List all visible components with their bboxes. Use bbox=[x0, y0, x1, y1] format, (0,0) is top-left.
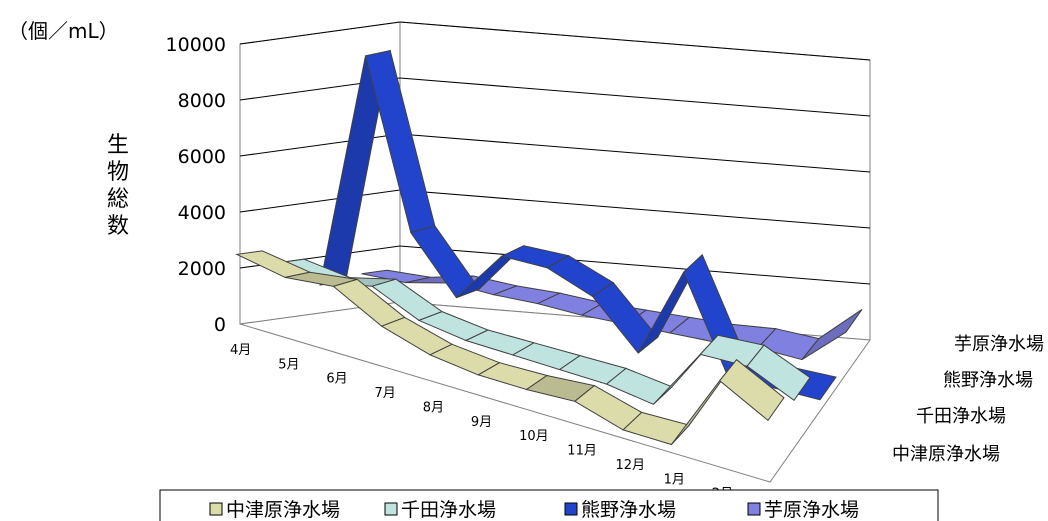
series-ribbon bbox=[235, 250, 785, 446]
legend: 中津原浄水場 千田浄水場 熊野浄水場 芋原浄水場 bbox=[159, 489, 939, 521]
gridline-side bbox=[399, 77, 871, 117]
series-axis-labels: 中津原浄水場 千田浄水場 熊野浄水場 芋原浄水場 bbox=[892, 334, 1044, 465]
legend-box bbox=[159, 489, 939, 521]
legend-label: 千田浄水場 bbox=[401, 499, 496, 521]
gridline-side bbox=[399, 21, 871, 61]
x-tick-label: 10月 bbox=[519, 429, 549, 444]
y-tick-labels: 0 2000 4000 6000 8000 10000 bbox=[166, 34, 226, 336]
series-axis-label: 熊野浄水場 bbox=[943, 370, 1033, 391]
legend-swatch bbox=[564, 502, 578, 516]
ribbon-segment bbox=[719, 358, 785, 422]
y-axis-label-char: 物 bbox=[107, 160, 129, 185]
gridline-side bbox=[399, 189, 871, 229]
y-axis-label-char: 総 bbox=[107, 187, 129, 212]
series-ribbon bbox=[276, 258, 811, 405]
x-tick-label: 1月 bbox=[664, 472, 685, 487]
series-ribbons bbox=[235, 49, 863, 446]
gridline-side bbox=[399, 245, 871, 285]
x-tick-label: 4月 bbox=[230, 343, 251, 358]
y-tick-label: 6000 bbox=[178, 146, 226, 168]
legend-swatch bbox=[384, 502, 398, 516]
series-axis-label: 芋原浄水場 bbox=[954, 334, 1044, 355]
ribbon-segment bbox=[801, 308, 863, 361]
ribbon-segment bbox=[746, 344, 811, 402]
series-axis-label: 中津原浄水場 bbox=[892, 444, 1000, 465]
y-tick-label: 10000 bbox=[166, 34, 226, 56]
series-axis-label: 千田浄水場 bbox=[916, 406, 1006, 427]
unit-label: （個／mL） bbox=[8, 19, 119, 43]
legend-swatch bbox=[209, 502, 223, 516]
x-tick-label: 11月 bbox=[567, 444, 597, 459]
x-tick-label: 7月 bbox=[375, 386, 396, 401]
x-tick-label: 12月 bbox=[616, 458, 646, 473]
y-axis-label-char: 生 bbox=[107, 133, 129, 158]
x-tick-label: 8月 bbox=[423, 401, 444, 416]
legend-label: 熊野浄水場 bbox=[581, 499, 676, 521]
gridline-back bbox=[239, 189, 401, 213]
legend-swatch bbox=[747, 502, 761, 516]
y-tick-label: 0 bbox=[214, 314, 226, 336]
gridline-side bbox=[399, 133, 871, 173]
y-axis-label-char: 数 bbox=[107, 214, 129, 239]
y-tick-label: 8000 bbox=[178, 90, 226, 112]
gridline-back bbox=[239, 21, 401, 45]
y-tick-label: 2000 bbox=[178, 258, 226, 280]
y-tick-label: 4000 bbox=[178, 202, 226, 224]
x-tick-label: 9月 bbox=[471, 415, 492, 430]
legend-label: 芋原浄水場 bbox=[764, 499, 859, 521]
x-tick-label: 6月 bbox=[326, 372, 347, 387]
legend-label: 中津原浄水場 bbox=[226, 499, 340, 521]
x-tick-label: 5月 bbox=[278, 357, 299, 372]
